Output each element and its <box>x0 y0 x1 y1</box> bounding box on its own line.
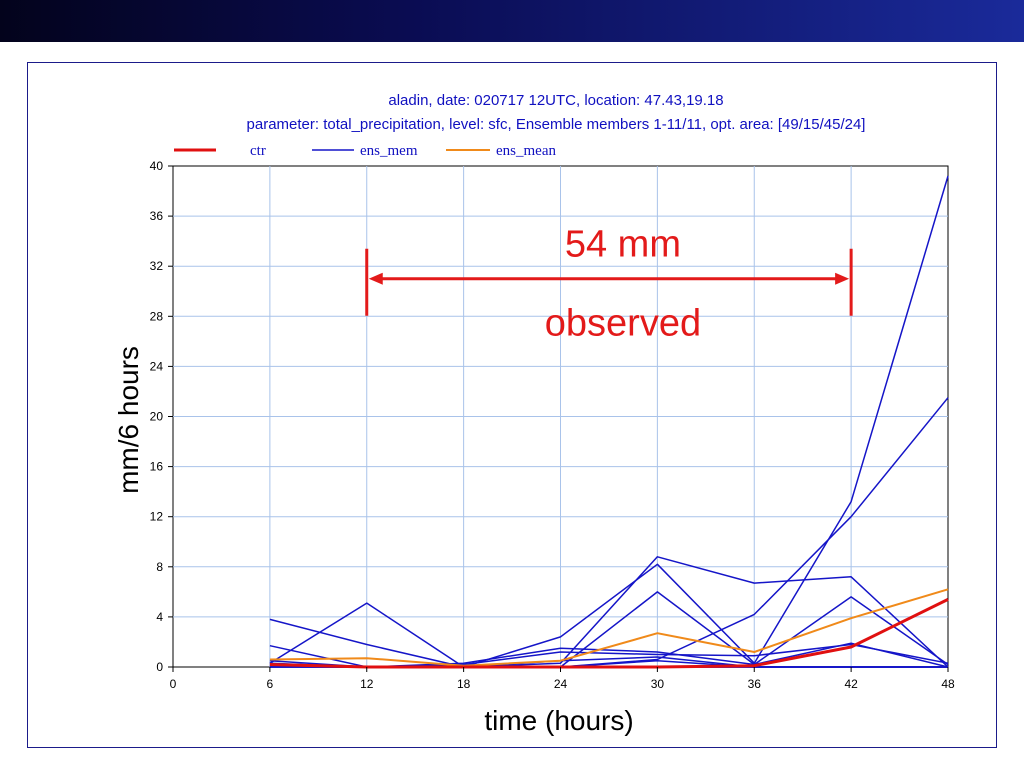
x-tick-label-36: 36 <box>748 677 762 691</box>
y-tick-label-40: 40 <box>150 159 164 173</box>
chart-subtitle: parameter: total_precipitation, level: s… <box>247 116 866 133</box>
y-tick-label-8: 8 <box>156 560 163 574</box>
y-tick-label-28: 28 <box>150 309 164 323</box>
x-tick-label-24: 24 <box>554 677 568 691</box>
y-axis-label: mm/6 hours <box>113 346 144 494</box>
y-tick-label-24: 24 <box>150 359 164 373</box>
y-tick-label-36: 36 <box>150 209 164 223</box>
x-tick-label-18: 18 <box>457 677 471 691</box>
series-line-ens-mem-2 <box>269 175 949 668</box>
series-line-ens-mem <box>269 556 949 668</box>
y-tick-label-32: 32 <box>150 259 164 273</box>
legend: ctr ens_mem ens_mean <box>174 143 556 159</box>
y-tick-label-16: 16 <box>150 460 164 474</box>
series-line-ens-mean <box>269 588 949 667</box>
observed-annotation: 54 mm observed <box>365 224 853 345</box>
slide-frame <box>27 62 997 748</box>
series-lines <box>269 175 949 669</box>
legend-label-ctr: ctr <box>250 143 266 159</box>
x-tick-label-48: 48 <box>941 677 955 691</box>
x-tick-label-12: 12 <box>360 677 374 691</box>
x-tick-label-0: 0 <box>170 677 177 691</box>
x-tick-label-30: 30 <box>651 677 665 691</box>
y-tick-label-4: 4 <box>156 610 163 624</box>
y-tick-label-0: 0 <box>156 660 163 674</box>
title-banner <box>0 0 1024 42</box>
annotation-amount: 54 mm <box>565 224 681 266</box>
x-tick-label-6: 6 <box>267 677 274 691</box>
x-axis-label: time (hours) <box>484 705 633 736</box>
y-tick-label-12: 12 <box>150 510 164 524</box>
y-tick-label-20: 20 <box>150 410 164 424</box>
annotation-observed: observed <box>545 303 701 345</box>
series-line-ctr <box>269 598 949 669</box>
x-tick-label-42: 42 <box>844 677 858 691</box>
legend-label-ens-mean: ens_mean <box>496 143 556 159</box>
annotation-arrow-head-left <box>368 272 383 285</box>
chart-title: aladin, date: 020717 12UTC, location: 47… <box>388 92 723 109</box>
legend-label-ens-mem: ens_mem <box>360 143 418 159</box>
annotation-arrow-head-right <box>835 272 850 285</box>
